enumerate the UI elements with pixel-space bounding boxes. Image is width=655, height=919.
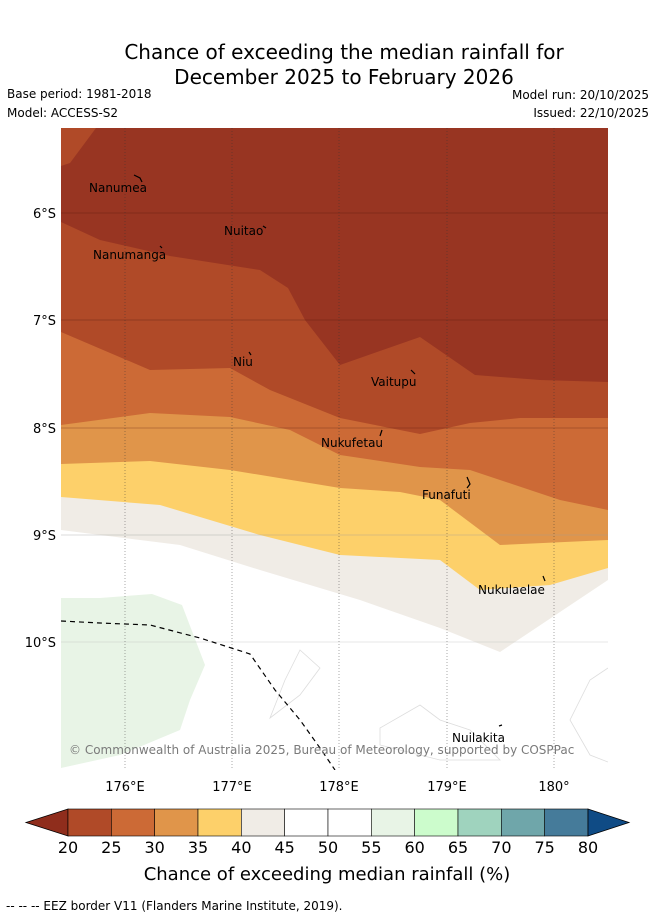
- eez-legend-note: -- -- -- EEZ border V11 (Flanders Marine…: [6, 899, 343, 913]
- colorbar-segment: [197, 808, 242, 837]
- place-vaitupu: Vaitupu: [371, 375, 417, 389]
- eez-border: [61, 620, 336, 770]
- copyright-notice: © Commonwealth of Australia 2025, Bureau…: [69, 743, 574, 757]
- lat-label: 9°S: [33, 529, 56, 544]
- chart-title: Chance of exceeding the median rainfall …: [0, 40, 655, 90]
- place-nukufetau: Nukufetau: [321, 436, 383, 450]
- gridlines: [61, 128, 608, 770]
- place-nuilakita: Nuilakita: [452, 731, 505, 745]
- colorbar: 20 25 30 35 40 45 50 55 60 65 70 75 80: [24, 808, 631, 857]
- issued-date: Issued: 22/10/2025: [533, 106, 649, 120]
- lat-label: 6°S: [33, 207, 56, 222]
- title-line-1: Chance of exceeding the median rainfall …: [124, 40, 564, 64]
- contour-layers: Nanumea Nuitao Nanumanga Niu Vaitupu Nuk…: [61, 128, 608, 770]
- colorbar-segment: [284, 808, 329, 837]
- lon-label: 178°E: [319, 780, 359, 795]
- place-nukulaelae: Nukulaelae: [478, 583, 545, 597]
- island-marks: [133, 174, 546, 727]
- colorbar-tick-label: 50: [318, 838, 338, 857]
- colorbar-tick-label: 55: [361, 838, 381, 857]
- colorbar-extend-high: [587, 808, 631, 837]
- band-20-25: [61, 128, 608, 382]
- model-name: Model: ACCESS-S2: [7, 106, 119, 120]
- colorbar-segment: [414, 808, 459, 837]
- lat-labels: 6°S 7°S 8°S 9°S 10°S: [25, 207, 56, 651]
- colorbar-segment: [544, 808, 589, 837]
- place-nanumea: Nanumea: [89, 181, 147, 195]
- colorbar-tick-label: 25: [101, 838, 121, 857]
- colorbar-tick-label: 75: [534, 838, 554, 857]
- colorbar-tick-label: 20: [58, 838, 78, 857]
- colorbar-tick-label: 65: [448, 838, 468, 857]
- colorbar-tick-label: 45: [274, 838, 294, 857]
- colorbar-extend-low: [24, 808, 69, 837]
- place-nanumanga: Nanumanga: [93, 248, 166, 262]
- colorbar-segment: [457, 808, 502, 837]
- lon-label: 177°E: [212, 780, 252, 795]
- colorbar-segment: [327, 808, 372, 837]
- colorbar-tick-label: 80: [578, 838, 598, 857]
- colorbar-segment: [67, 808, 112, 837]
- lat-label: 8°S: [33, 422, 56, 437]
- colorbar-tick-label: 60: [404, 838, 424, 857]
- model-run: Model run: 20/10/2025: [511, 88, 649, 102]
- base-period: Base period: 1981-2018: [7, 87, 152, 101]
- colorbar-segment: [111, 808, 155, 837]
- place-niu: Niu: [233, 355, 253, 369]
- colorbar-segment: [154, 808, 199, 837]
- colorbar-title: Chance of exceeding median rainfall (%): [144, 864, 511, 885]
- band-55-60: [61, 594, 205, 768]
- lat-label: 10°S: [25, 636, 56, 651]
- place-labels: Nanumea Nuitao Nanumanga Niu Vaitupu Nuk…: [89, 181, 545, 745]
- colorbar-tick-label: 70: [491, 838, 511, 857]
- lon-labels: 176°E 177°E 178°E 179°E 180°: [105, 780, 569, 795]
- colorbar-segment: [501, 808, 545, 837]
- lon-label: 179°E: [427, 780, 467, 795]
- colorbar-tick-label: 30: [144, 838, 164, 857]
- band-notch: [61, 128, 96, 166]
- colorbar-tick-label: 40: [231, 838, 251, 857]
- lat-label: 7°S: [33, 314, 56, 329]
- colorbar-segment: [371, 808, 415, 837]
- place-funafuti: Funafuti: [422, 488, 471, 502]
- lon-label: 180°: [538, 780, 569, 795]
- colorbar-segment: [241, 808, 285, 837]
- place-nuitao: Nuitao: [224, 224, 263, 238]
- title-line-2: December 2025 to February 2026: [174, 65, 514, 89]
- lon-label: 176°E: [105, 780, 145, 795]
- colorbar-tick-label: 35: [188, 838, 208, 857]
